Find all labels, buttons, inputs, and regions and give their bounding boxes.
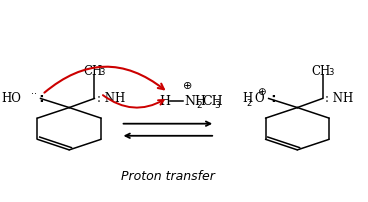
Text: : NH: : NH xyxy=(97,92,125,104)
Text: ⊕: ⊕ xyxy=(256,86,265,96)
Text: 3: 3 xyxy=(214,101,220,110)
Text: 2: 2 xyxy=(197,101,202,110)
Text: H: H xyxy=(159,95,170,107)
Text: NH: NH xyxy=(185,95,207,107)
Text: H: H xyxy=(243,92,253,104)
Text: 3: 3 xyxy=(328,68,333,77)
Text: HO: HO xyxy=(1,92,21,104)
Text: :: : xyxy=(35,92,45,104)
Text: O: O xyxy=(254,92,263,104)
Text: CH: CH xyxy=(202,95,222,107)
Text: :: : xyxy=(267,92,277,104)
Text: CH: CH xyxy=(83,64,102,77)
Text: Proton transfer: Proton transfer xyxy=(121,169,215,182)
Text: 2: 2 xyxy=(247,98,252,107)
Text: : NH: : NH xyxy=(325,92,354,104)
Text: 3: 3 xyxy=(100,68,105,77)
Text: ⊕: ⊕ xyxy=(183,81,192,91)
Text: CH: CH xyxy=(311,64,330,77)
Text: ··: ·· xyxy=(31,88,37,98)
